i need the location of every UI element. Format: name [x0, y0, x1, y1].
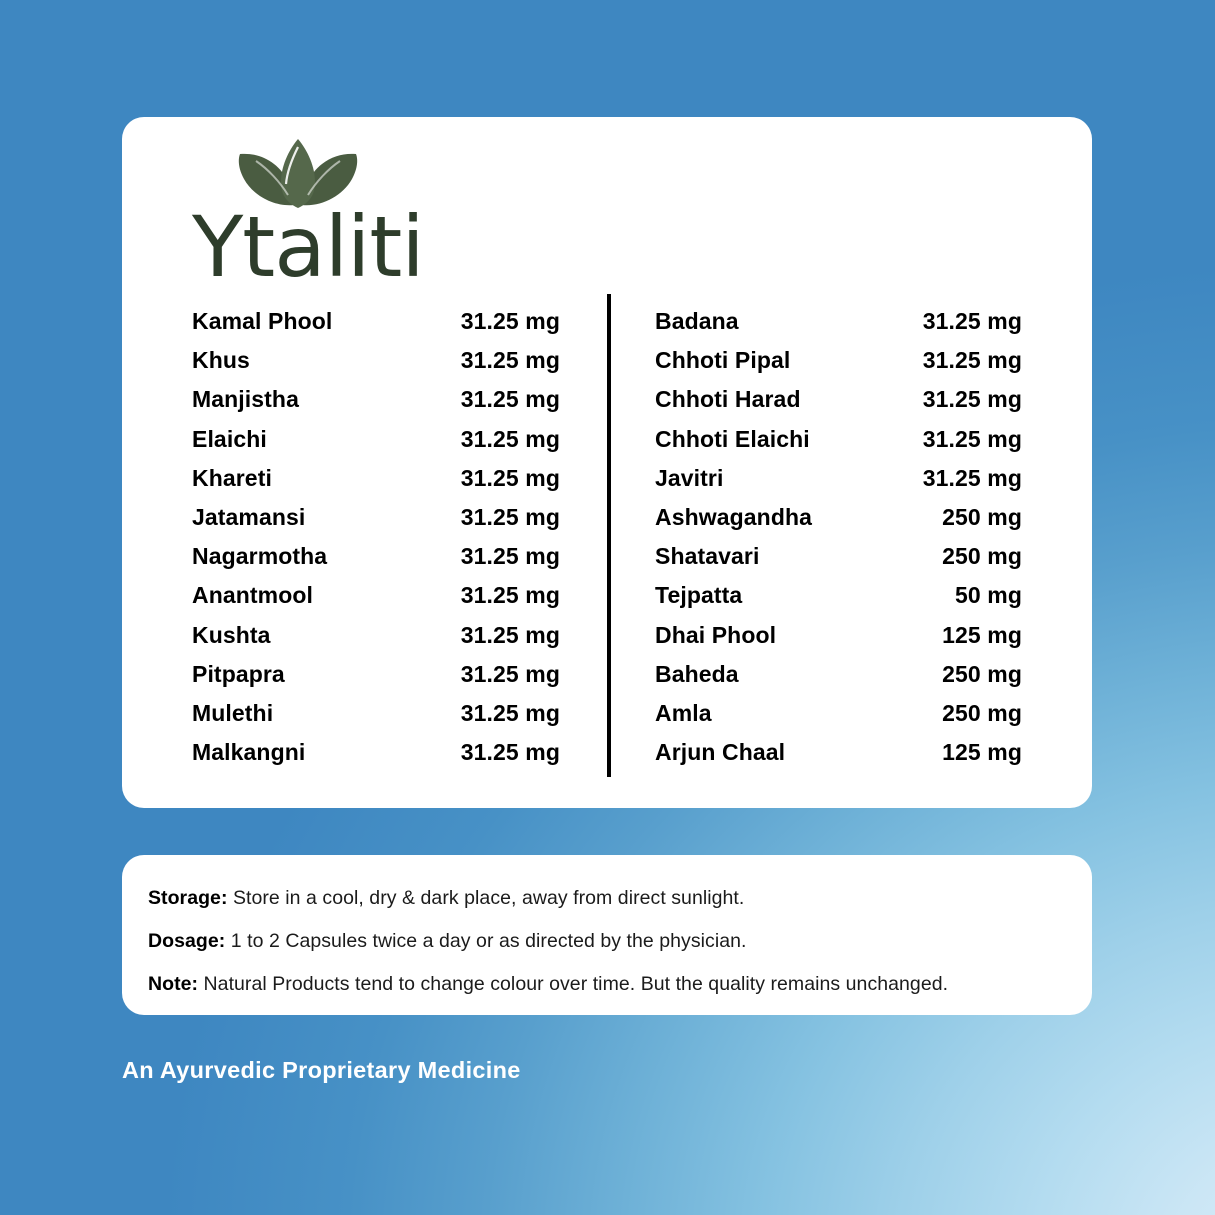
ingredient-amount: 31.25 mg — [922, 425, 1022, 452]
ingredient-name: Arjun Chaal — [655, 739, 786, 766]
ingredient-row: Pitpapra 31.25 mg — [192, 655, 560, 694]
ingredient-row: Chhoti Elaichi 31.25 mg — [655, 420, 1022, 459]
storage-text: Store in a cool, dry & dark place, away … — [232, 887, 745, 909]
ingredient-name: Jatamansi — [192, 503, 306, 530]
dosage-text: 1 to 2 Capsules twice a day or as direct… — [230, 930, 747, 953]
ingredient-amount: 31.25 mg — [922, 308, 1022, 334]
ingredient-row: Khareti 31.25 mg — [192, 459, 560, 498]
ingredient-name: Baheda — [655, 660, 739, 687]
ingredient-name: Anantmool — [192, 582, 313, 609]
three-leaf-icon — [238, 139, 358, 208]
ingredient-row: Nagarmotha 31.25 mg — [192, 537, 560, 576]
ingredient-name: Shatavari — [655, 543, 760, 570]
ingredient-row: Kushta 31.25 mg — [192, 616, 560, 655]
ingredient-amount: 31.25 mg — [460, 739, 560, 766]
ingredient-row: Baheda 250 mg — [655, 655, 1022, 694]
ingredient-name: Amla — [655, 699, 712, 726]
ingredient-row: Khus 31.25 mg — [192, 341, 560, 380]
ingredient-name: Kamal Phool — [192, 308, 333, 334]
note-line: Note: Natural Products tend to change co… — [148, 969, 1066, 999]
ingredient-row: Mulethi 31.25 mg — [192, 694, 560, 733]
ingredient-amount: 31.25 mg — [460, 347, 560, 374]
ingredient-name: Chhoti Elaichi — [655, 425, 810, 452]
ingredient-name: Manjistha — [192, 386, 299, 413]
ingredient-amount: 250 mg — [942, 660, 1022, 687]
ingredient-amount: 250 mg — [942, 543, 1022, 570]
ingredient-row: Elaichi 31.25 mg — [192, 420, 560, 459]
ingredient-name: Dhai Phool — [655, 621, 777, 648]
ingredient-row: Arjun Chaal 125 mg — [655, 733, 1022, 772]
ingredient-amount: 31.25 mg — [460, 503, 560, 530]
storage-label: Storage: — [148, 887, 228, 909]
ingredient-amount: 31.25 mg — [922, 347, 1022, 374]
ingredient-amount: 31.25 mg — [460, 386, 560, 413]
ingredient-name: Ashwagandha — [655, 503, 813, 530]
ingredient-grid: Kamal Phool 31.25 mg Khus 31.25 mg Manji… — [122, 302, 1092, 802]
ingredient-row: Malkangni 31.25 mg — [192, 733, 560, 772]
ingredient-amount: 250 mg — [942, 699, 1022, 726]
ingredient-amount: 125 mg — [942, 739, 1022, 766]
note-label: Note: — [148, 973, 199, 996]
ingredient-row: Jatamansi 31.25 mg — [192, 498, 560, 537]
ingredient-amount: 31.25 mg — [460, 308, 560, 334]
ingredient-name: Javitri — [655, 464, 724, 491]
ingredient-row: Ashwagandha 250 mg — [655, 498, 1022, 537]
ingredient-column-left: Kamal Phool 31.25 mg Khus 31.25 mg Manji… — [122, 302, 607, 802]
ingredient-name: Nagarmotha — [192, 543, 328, 570]
usage-info-card: Storage: Store in a cool, dry & dark pla… — [122, 855, 1092, 1015]
ingredient-row: Chhoti Harad 31.25 mg — [655, 380, 1022, 419]
ingredient-name: Chhoti Pipal — [655, 347, 791, 374]
ingredient-amount: 31.25 mg — [460, 464, 560, 491]
ingredient-amount: 50 mg — [955, 582, 1022, 609]
ingredient-amount: 250 mg — [942, 503, 1022, 530]
ingredient-column-right: Badana 31.25 mg Chhoti Pipal 31.25 mg Ch… — [607, 302, 1092, 802]
ingredient-row: Manjistha 31.25 mg — [192, 380, 560, 419]
ingredient-row: Badana 31.25 mg — [655, 302, 1022, 341]
ingredient-amount: 31.25 mg — [922, 464, 1022, 491]
brand-wordmark: Ytaliti — [192, 198, 425, 296]
ingredient-amount: 31.25 mg — [460, 621, 560, 648]
ingredient-amount: 31.25 mg — [460, 543, 560, 570]
ingredient-name: Mulethi — [192, 699, 274, 726]
dosage-line: Dosage: 1 to 2 Capsules twice a day or a… — [148, 926, 1066, 956]
ingredient-row: Amla 250 mg — [655, 694, 1022, 733]
ingredient-row: Anantmool 31.25 mg — [192, 576, 560, 615]
ingredient-name: Pitpapra — [192, 660, 285, 687]
ingredient-name: Badana — [655, 308, 739, 334]
ingredient-name: Khus — [192, 347, 250, 374]
ingredient-amount: 31.25 mg — [922, 386, 1022, 413]
ingredient-row: Kamal Phool 31.25 mg — [192, 302, 560, 341]
ingredient-name: Chhoti Harad — [655, 386, 801, 413]
ingredients-card: Ytaliti Kamal Phool 31.25 mg Khus 31.25 … — [122, 117, 1092, 808]
storage-line: Storage: Store in a cool, dry & dark pla… — [148, 883, 1066, 913]
ingredient-row: Chhoti Pipal 31.25 mg — [655, 341, 1022, 380]
ingredient-name: Kushta — [192, 621, 271, 648]
note-text: Natural Products tend to change colour o… — [203, 973, 949, 996]
ingredient-amount: 31.25 mg — [460, 425, 560, 452]
brand-logo: Ytaliti — [160, 137, 460, 302]
ingredient-amount: 31.25 mg — [460, 699, 560, 726]
ingredient-name: Malkangni — [192, 739, 306, 766]
ingredient-row: Javitri 31.25 mg — [655, 459, 1022, 498]
ingredient-name: Tejpatta — [655, 582, 743, 609]
ingredient-row: Tejpatta 50 mg — [655, 576, 1022, 615]
ingredient-name: Elaichi — [192, 425, 267, 452]
ingredient-row: Shatavari 250 mg — [655, 537, 1022, 576]
dosage-label: Dosage: — [148, 930, 226, 953]
ingredient-name: Khareti — [192, 464, 272, 491]
ingredient-amount: 31.25 mg — [460, 582, 560, 609]
ingredient-row: Dhai Phool 125 mg — [655, 616, 1022, 655]
footer-tagline: An Ayurvedic Proprietary Medicine — [122, 1057, 521, 1083]
ingredient-amount: 31.25 mg — [460, 660, 560, 687]
column-divider — [607, 294, 611, 777]
ingredient-amount: 125 mg — [942, 621, 1022, 648]
